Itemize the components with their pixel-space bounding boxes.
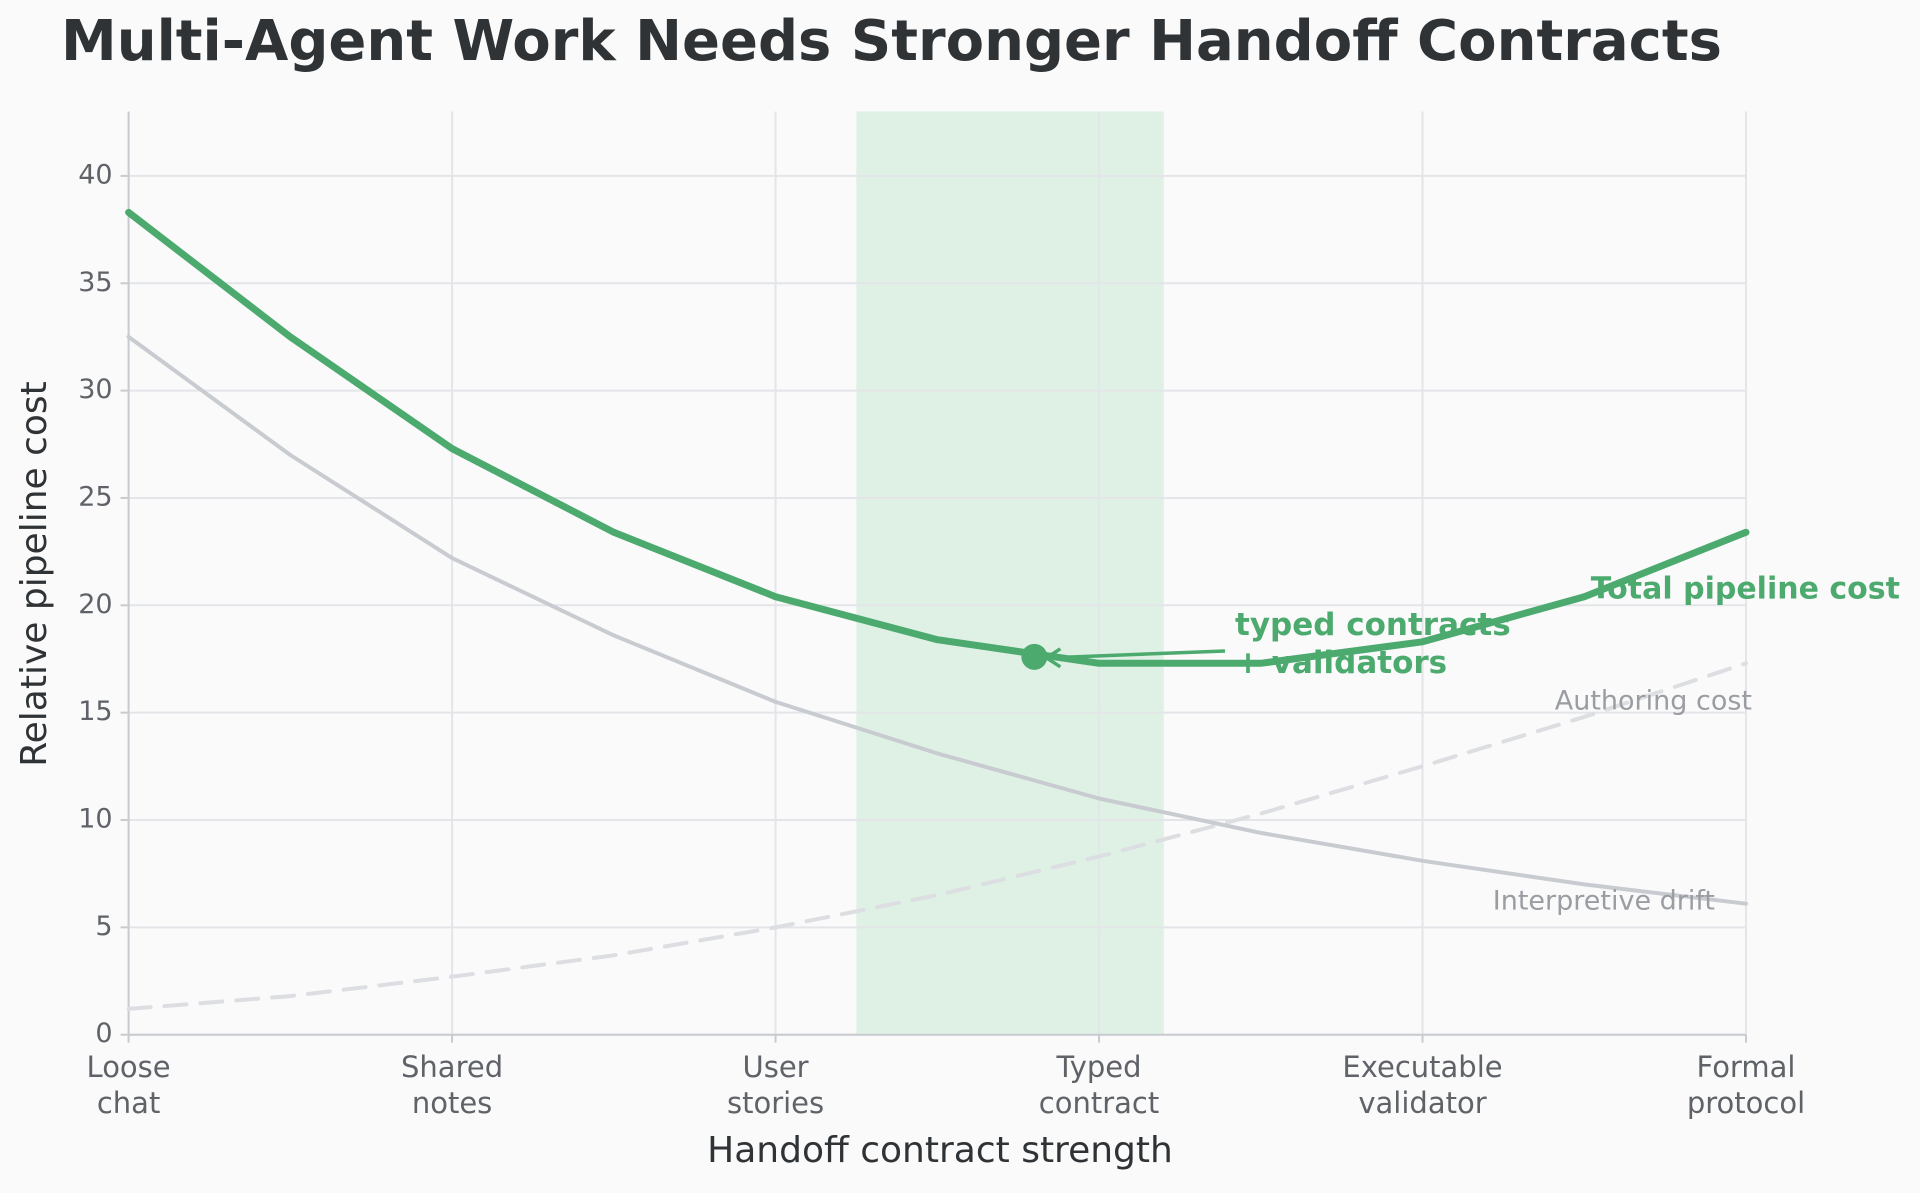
x-axis-label: Handoff contract strength [707, 1130, 1173, 1171]
x-tick-label: Executable validator [1342, 1049, 1503, 1120]
series-label: Total pipeline cost [1591, 572, 1900, 607]
y-tick-label: 35 [78, 267, 112, 298]
y-tick-label: 0 [95, 1018, 112, 1049]
x-tick-label: Shared notes [401, 1049, 504, 1120]
y-tick-label: 20 [78, 589, 112, 620]
x-tick-label: User stories [726, 1049, 825, 1120]
y-tick-label: 10 [78, 804, 112, 835]
series-label: Authoring cost [1555, 686, 1752, 717]
annotation-arrowhead [1045, 647, 1062, 669]
x-tick-label: Formal protocol [1686, 1049, 1806, 1120]
y-tick-label: 15 [78, 696, 112, 727]
series-line [126, 661, 1748, 1011]
y-tick-label: 5 [95, 911, 112, 942]
y-tick-label: 30 [78, 374, 112, 405]
series-line [125, 208, 1750, 667]
y-tick-label: 25 [78, 481, 112, 512]
x-tick-label: Loose chat [86, 1049, 171, 1120]
y-axis-label: Relative pipeline cost [14, 381, 55, 767]
series-line [126, 334, 1748, 906]
y-tick-label: 40 [78, 159, 112, 190]
series-label: Interpretive drift [1493, 886, 1715, 917]
chart-title: Multi-Agent Work Needs Stronger Handoff … [61, 9, 1722, 74]
x-tick-label: Typed contract [1038, 1049, 1160, 1120]
annotation-text: typed contracts + validators [1235, 607, 1511, 681]
highlight-band [856, 111, 1164, 1035]
annotation-marker [1021, 643, 1048, 670]
annotation-arrow [1048, 649, 1226, 660]
